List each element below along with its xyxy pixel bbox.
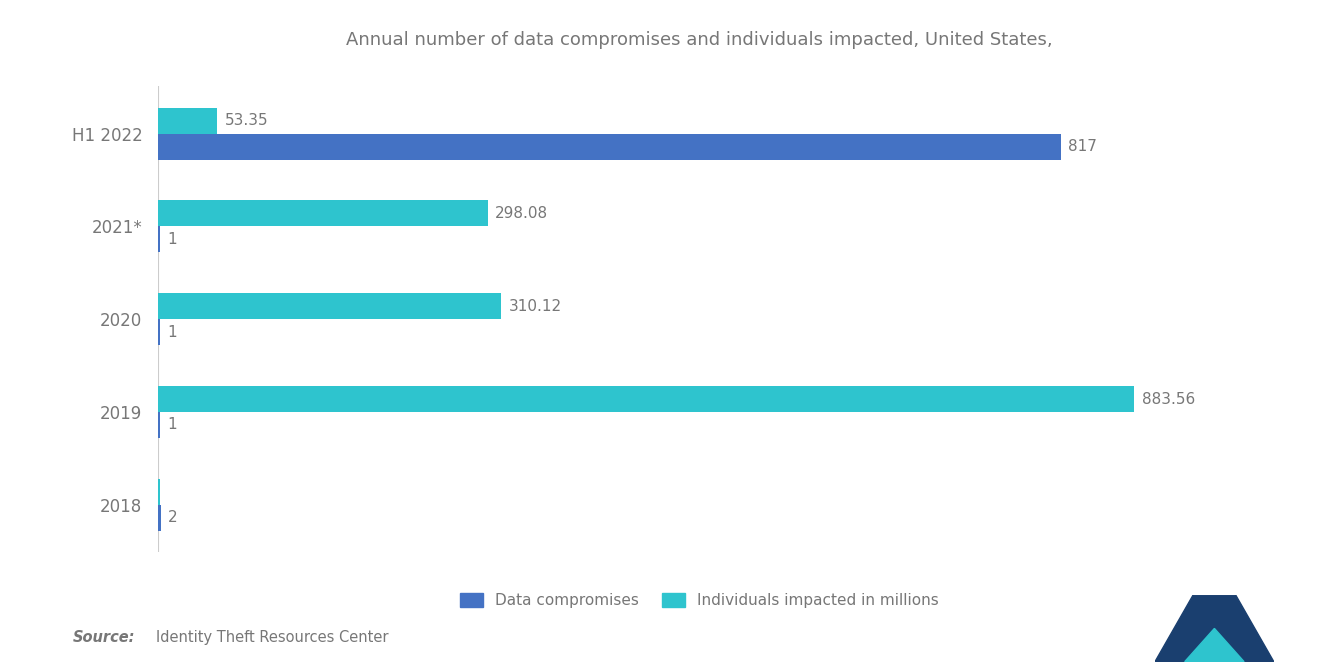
Text: 298.08: 298.08 bbox=[495, 206, 549, 221]
Bar bbox=[158, 293, 500, 319]
Text: 53.35: 53.35 bbox=[224, 113, 269, 128]
Text: Source:: Source: bbox=[73, 630, 135, 645]
Bar bbox=[158, 386, 1134, 412]
Legend: Data compromises, Individuals impacted in millions: Data compromises, Individuals impacted i… bbox=[454, 587, 945, 614]
Text: 1: 1 bbox=[168, 232, 177, 247]
Polygon shape bbox=[1155, 595, 1274, 662]
Text: 883.56: 883.56 bbox=[1142, 392, 1196, 406]
Text: Identity Theft Resources Center: Identity Theft Resources Center bbox=[156, 630, 388, 645]
Title: Annual number of data compromises and individuals impacted, United States,: Annual number of data compromises and in… bbox=[346, 31, 1053, 49]
Text: 1: 1 bbox=[168, 418, 177, 432]
Bar bbox=[158, 200, 487, 226]
Bar bbox=[158, 134, 1061, 160]
Bar bbox=[158, 108, 218, 134]
Text: 1: 1 bbox=[168, 325, 177, 340]
Text: 310.12: 310.12 bbox=[508, 299, 562, 314]
Polygon shape bbox=[1185, 628, 1243, 662]
Text: 817: 817 bbox=[1068, 139, 1097, 154]
Bar bbox=[158, 505, 161, 531]
Text: 2: 2 bbox=[169, 510, 178, 525]
